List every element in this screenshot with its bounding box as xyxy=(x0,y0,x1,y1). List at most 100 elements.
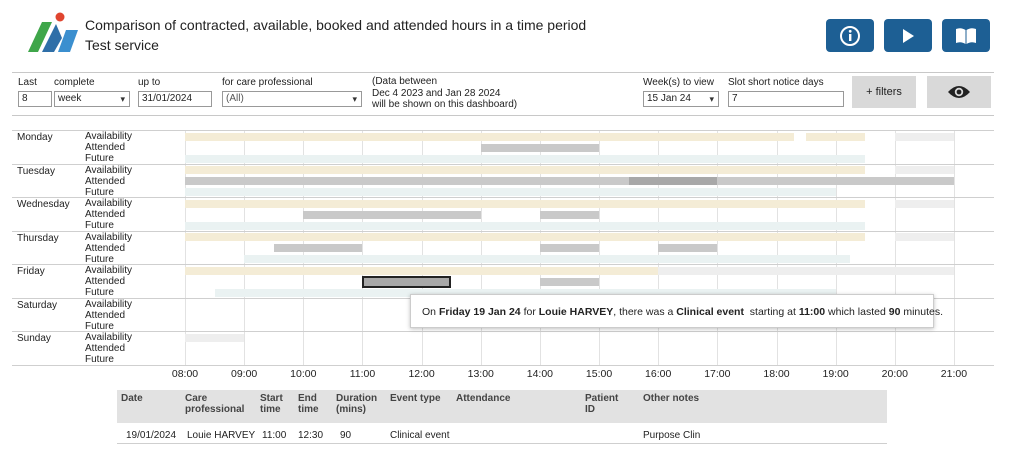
tooltip-text: On xyxy=(422,306,439,318)
schedule-bar-availability[interactable] xyxy=(185,199,866,208)
toggle-view-button[interactable] xyxy=(927,76,991,108)
table-header: Date Care professional Start time End ti… xyxy=(117,390,887,423)
schedule-bar-availability-faint[interactable] xyxy=(894,132,954,141)
schedule-bar-availability[interactable] xyxy=(185,233,866,241)
row-label-future: Future xyxy=(85,186,114,198)
schedule-bar-availability[interactable] xyxy=(185,266,659,275)
tooltip-text: for xyxy=(520,306,539,318)
day-label: Tuesday xyxy=(17,165,55,177)
schedule-bar-future[interactable] xyxy=(185,221,866,230)
schedule-bar-availability[interactable] xyxy=(185,132,795,141)
page-heading: Comparison of contracted, available, boo… xyxy=(85,15,586,55)
hour-gridline xyxy=(953,130,955,366)
slot-days-input[interactable]: 7 xyxy=(728,91,844,107)
schedule-bar-attended[interactable] xyxy=(273,244,363,252)
professional-label: for care professional xyxy=(222,77,313,88)
weeks-select[interactable]: 15 Jan 24 xyxy=(643,91,719,107)
day-label: Wednesday xyxy=(17,199,70,210)
day-divider xyxy=(12,264,994,265)
schedule-bar-attended[interactable] xyxy=(539,277,600,286)
day-label: Monday xyxy=(17,132,53,143)
play-button[interactable] xyxy=(884,19,932,52)
row-label-attended: Attended xyxy=(85,276,126,287)
schedule-bar-attended[interactable] xyxy=(185,177,954,185)
upto-label: up to xyxy=(138,77,161,88)
schedule-bar-attended[interactable] xyxy=(480,143,600,152)
cell-other-notes: Purpose Clin xyxy=(643,430,701,441)
row-label-future: Future xyxy=(85,253,114,265)
cell-event-type: Clinical event xyxy=(390,430,450,441)
slot-label: Slot short notice days xyxy=(728,77,824,88)
schedule-bar-availability[interactable] xyxy=(185,166,866,174)
schedule-bar-future[interactable] xyxy=(185,154,866,163)
period-select[interactable]: week xyxy=(54,91,130,107)
schedule-bar-attended[interactable] xyxy=(303,210,481,219)
time-tick-label: 12:00 xyxy=(408,368,435,380)
row-label-availability: Availability xyxy=(85,198,133,209)
row-label-future: Future xyxy=(85,220,114,231)
row-label-attended: Attended xyxy=(85,309,126,321)
row-label-availability: Availability xyxy=(85,265,133,276)
more-filters-button[interactable]: + filters xyxy=(852,76,916,108)
note-line: (Data between xyxy=(372,76,438,87)
schedule-bar-selected[interactable] xyxy=(362,275,452,288)
play-icon xyxy=(903,28,914,43)
row-label-future: Future xyxy=(85,287,114,298)
event-tooltip: On Friday 19 Jan 24 for Louie HARVEY, th… xyxy=(410,294,943,328)
schedule-bar-availability-faint[interactable] xyxy=(185,333,245,342)
schedule-bar-attended[interactable] xyxy=(539,210,600,219)
schedule-bar-availability-faint[interactable] xyxy=(894,199,954,208)
row-label-attended: Attended xyxy=(85,343,126,354)
day-divider xyxy=(12,163,994,165)
guide-button[interactable] xyxy=(942,19,990,52)
time-tick-label: 16:00 xyxy=(645,368,672,380)
col-attendance: Attendance xyxy=(456,393,511,404)
upto-date-input[interactable]: 31/01/2024 xyxy=(138,91,212,107)
time-tick-label: 13:00 xyxy=(467,368,494,380)
info-button[interactable] xyxy=(826,19,874,52)
col-other-notes: Other notes xyxy=(643,393,700,404)
col-duration: Duration (mins) xyxy=(336,393,378,415)
row-label-availability: Availability xyxy=(85,164,133,176)
hour-gridline xyxy=(599,130,601,366)
row-label-attended: Attended xyxy=(85,142,126,153)
row-label-attended: Attended xyxy=(85,175,126,187)
schedule-bar-availability[interactable] xyxy=(806,132,866,141)
schedule-grid: Monday Availability Attended Future Tuesday A… xyxy=(12,130,994,366)
col-event-type: Event type xyxy=(390,393,441,404)
last-label: Last xyxy=(18,77,37,88)
cell-care-professional: Louie HARVEY xyxy=(187,430,256,441)
schedule-bar-availability-faint[interactable] xyxy=(658,266,954,275)
schedule-bar-future[interactable] xyxy=(244,255,851,263)
row-label-availability: Availability xyxy=(85,131,133,142)
data-range-note: (Data between Dec 4 2023 and Jan 28 2024… xyxy=(372,76,517,111)
day-label: Sunday xyxy=(17,333,51,344)
schedule-bar-attended[interactable] xyxy=(539,244,600,252)
time-tick-label: 11:00 xyxy=(349,368,376,380)
cell-duration: 90 xyxy=(340,430,352,441)
tooltip-text: starting at xyxy=(743,306,799,318)
col-care-professional: Care professional xyxy=(185,393,245,415)
hour-gridline xyxy=(244,130,246,366)
book-icon xyxy=(956,27,976,44)
schedule-bar-future[interactable] xyxy=(185,188,836,196)
schedule-bar-future[interactable] xyxy=(214,288,836,297)
time-tick-label: 20:00 xyxy=(881,368,908,380)
row-label-availability: Availability xyxy=(85,298,133,310)
hour-gridline xyxy=(421,130,423,366)
day-divider xyxy=(12,364,994,366)
filter-bar: Last complete 8 week up to 31/01/2024 fo… xyxy=(12,72,994,116)
professional-select[interactable]: (All) xyxy=(222,91,362,107)
row-label-availability: Availability xyxy=(85,231,133,243)
tooltip-value: 90 xyxy=(888,306,901,318)
day-divider xyxy=(12,331,994,332)
eye-icon xyxy=(948,86,970,98)
cell-end-time: 12:30 xyxy=(298,430,324,441)
note-line: will be shown on this dashboard) xyxy=(372,99,518,110)
last-count-input[interactable]: 8 xyxy=(18,91,52,107)
schedule-bar-availability-faint[interactable] xyxy=(894,166,954,174)
row-label-availability: Availability xyxy=(85,332,133,343)
schedule-bar-availability-faint[interactable] xyxy=(894,233,954,241)
schedule-bar-attended[interactable] xyxy=(658,244,718,252)
schedule-bar-selected[interactable] xyxy=(628,177,718,185)
